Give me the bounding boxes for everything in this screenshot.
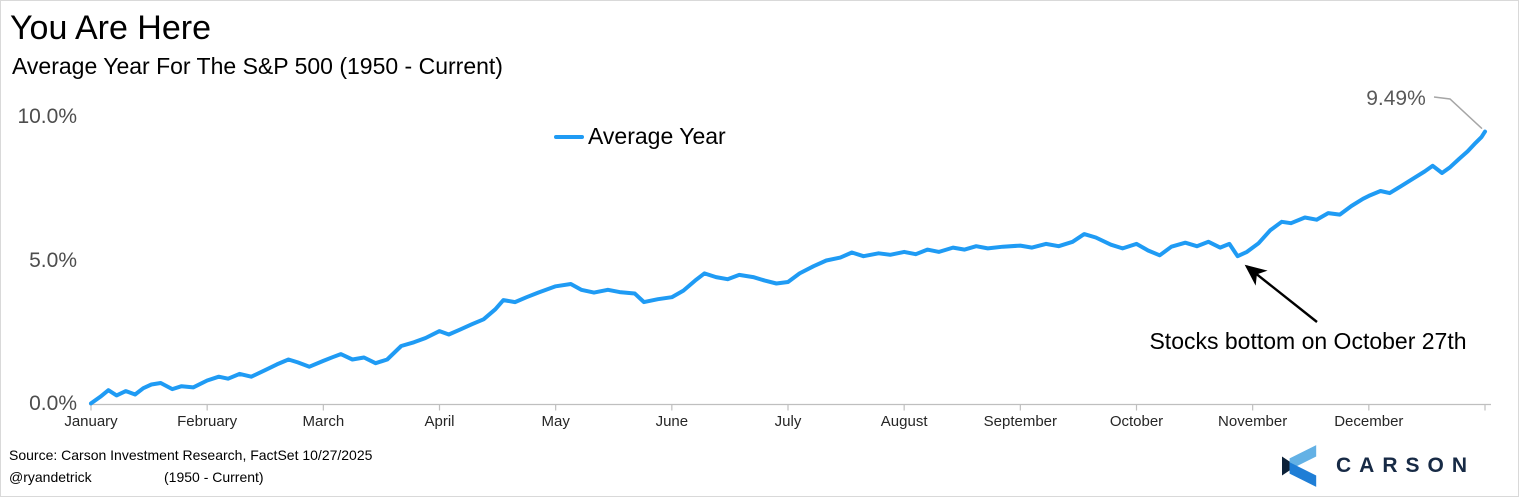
- date-range: (1950 - Current): [164, 469, 264, 485]
- x-tick-label: December: [1334, 413, 1404, 430]
- legend-line-swatch-icon: [554, 134, 584, 139]
- end-value-callout-line: [1433, 96, 1483, 130]
- author-handle: @ryandetrick: [9, 469, 92, 485]
- y-tick-label: 0.0%: [29, 392, 77, 415]
- x-tick-label: October: [1109, 413, 1164, 430]
- average-year-line: [89, 129, 1487, 406]
- annotation-arrow: [1244, 264, 1318, 323]
- carson-wordmark: CARSON: [1336, 454, 1476, 477]
- x-tick-label: June: [655, 413, 689, 430]
- average-year-series: [89, 129, 1487, 406]
- y-tick-label: 10.0%: [17, 105, 77, 128]
- y-tick-label: 5.0%: [29, 248, 77, 272]
- source-line: Source: Carson Investment Research, Fact…: [9, 447, 373, 463]
- legend: Average Year: [554, 123, 726, 150]
- x-tick-label: January: [64, 413, 118, 430]
- callout-line: [1433, 96, 1483, 130]
- x-tick-label: September: [983, 413, 1058, 430]
- end-value-label: 9.49%: [1366, 87, 1426, 110]
- x-tick-label: February: [177, 413, 238, 430]
- carson-logo: CARSON: [1282, 444, 1475, 488]
- x-tick-label: March: [302, 413, 345, 430]
- carson-logo-mark-icon: [1282, 445, 1317, 487]
- x-axis: [89, 403, 1491, 411]
- page-title: You Are Here: [10, 9, 211, 47]
- legend-label: Average Year: [588, 123, 726, 149]
- chart-subtitle: Average Year For The S&P 500 (1950 - Cur…: [12, 53, 503, 79]
- x-tick-label: May: [541, 413, 570, 430]
- x-tick-label: August: [880, 413, 928, 430]
- x-tick-label: November: [1218, 413, 1288, 430]
- stocks-bottom-annotation: Stocks bottom on October 27th: [1149, 328, 1467, 354]
- x-tick-label: April: [424, 413, 455, 430]
- arrow-line: [1244, 264, 1318, 323]
- x-tick-label: July: [774, 413, 802, 430]
